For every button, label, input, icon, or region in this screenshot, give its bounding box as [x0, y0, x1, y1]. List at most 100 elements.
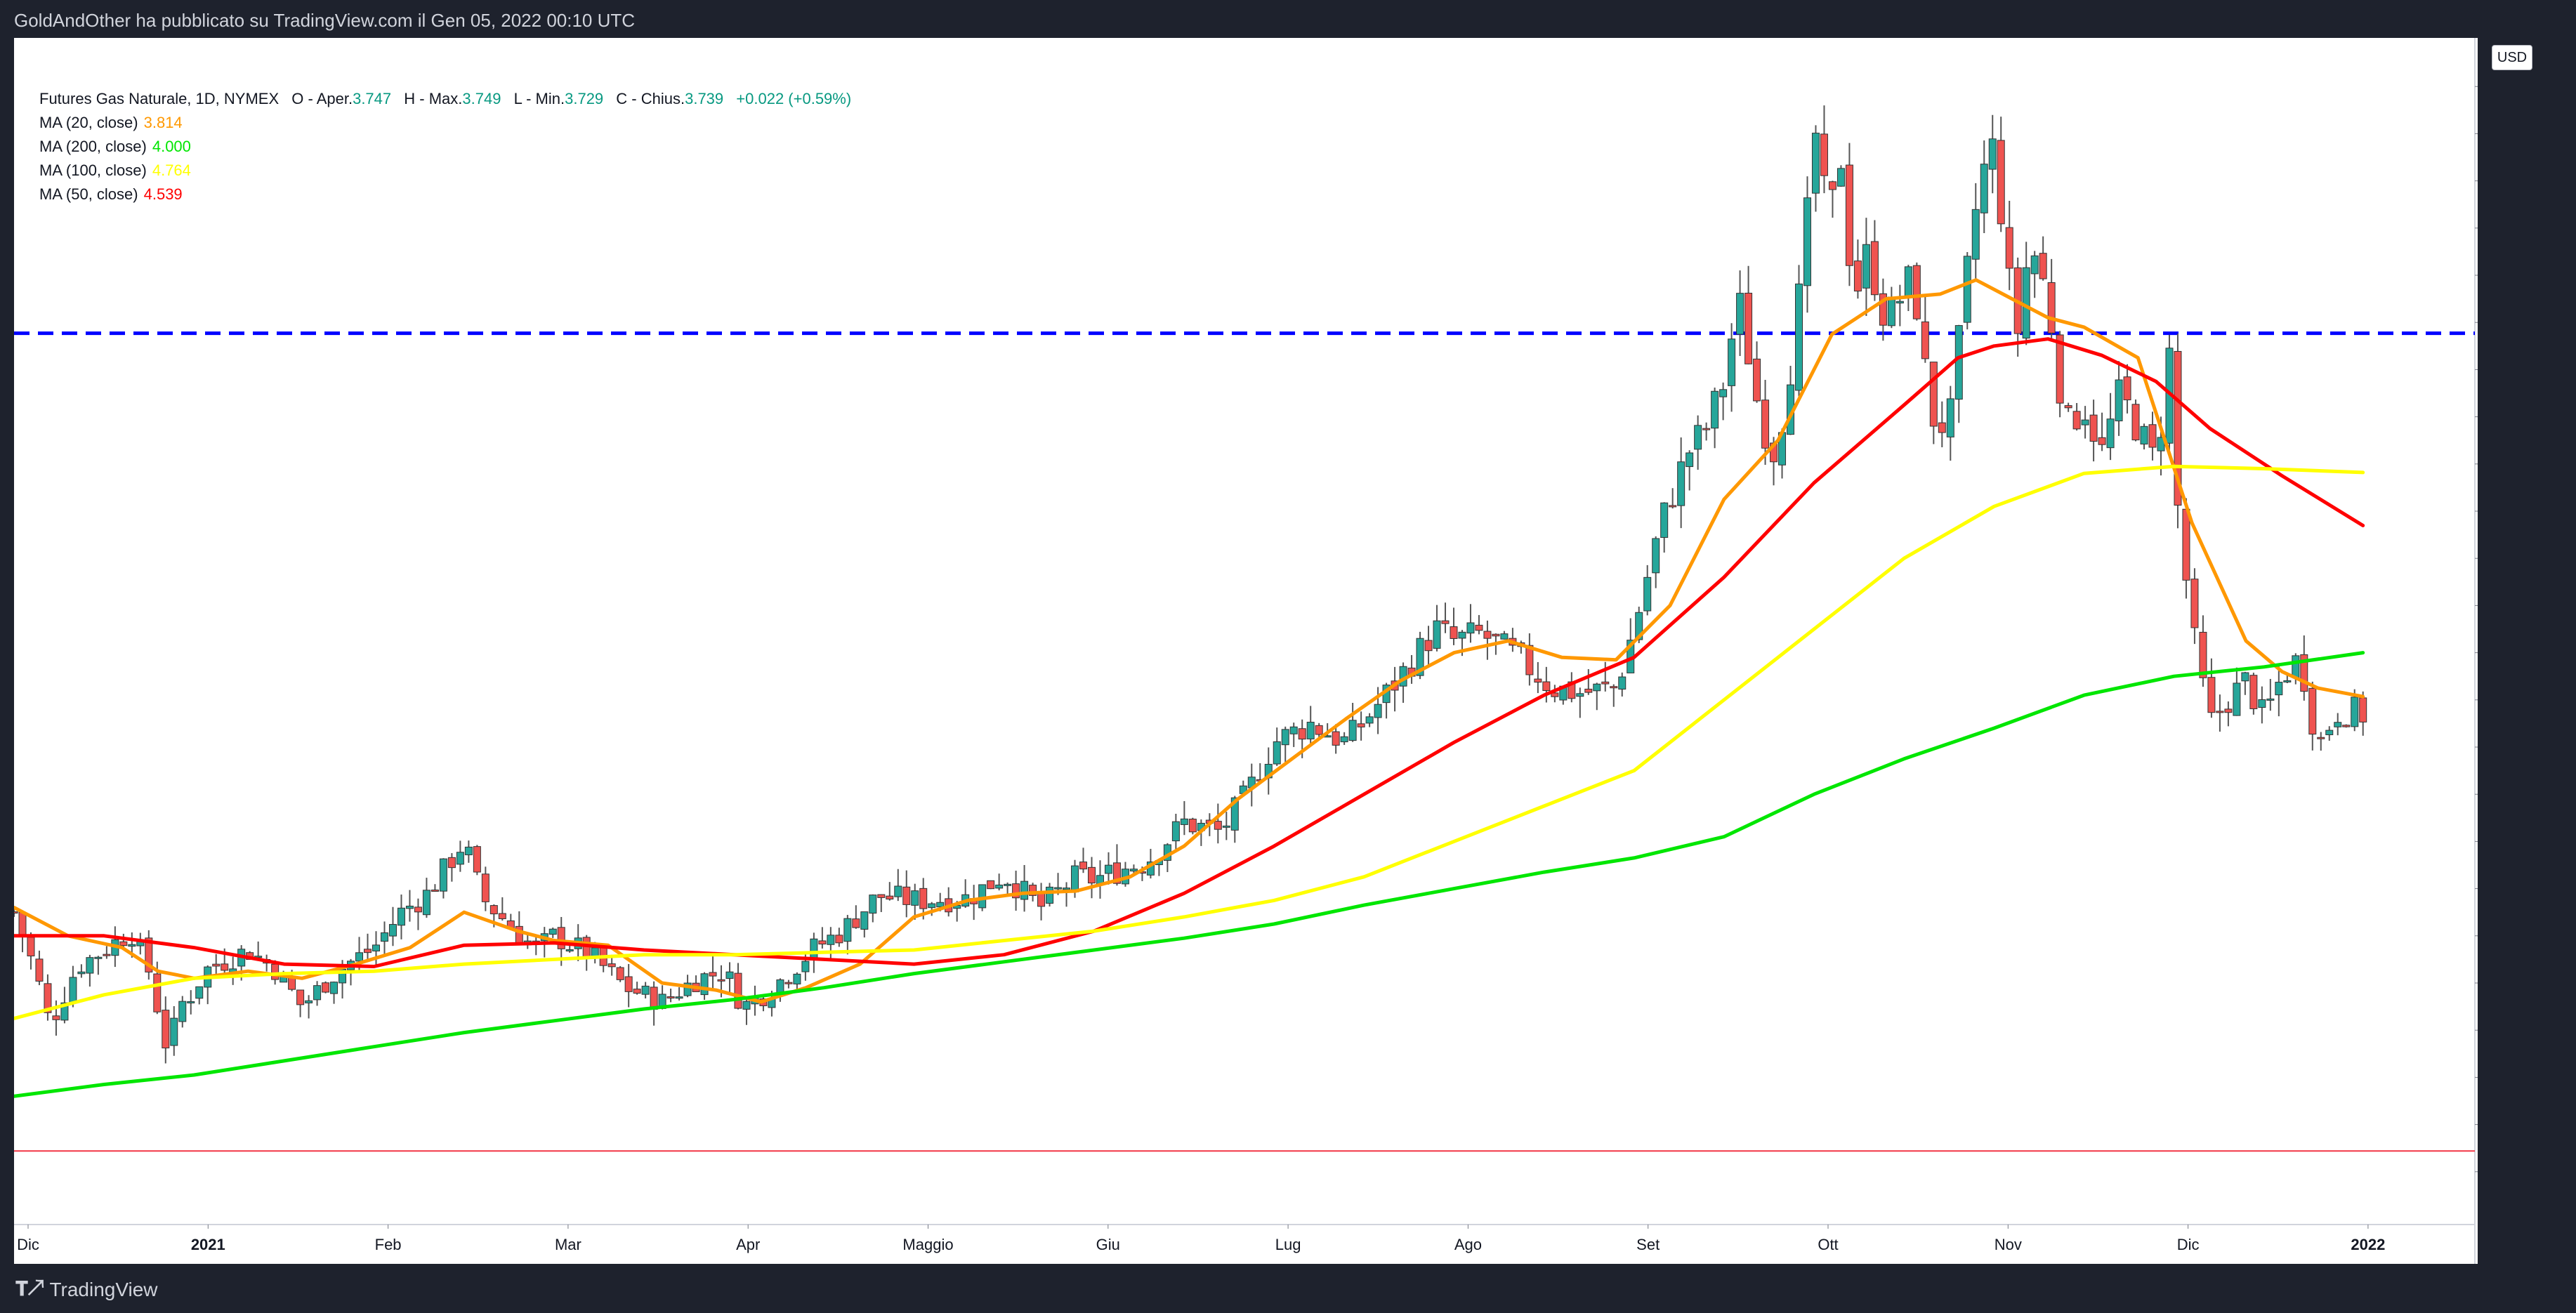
candle-down: [616, 967, 624, 980]
ma200-label: MA (200, close): [39, 138, 147, 155]
candle-down: [784, 982, 793, 984]
candle-down: [818, 940, 827, 945]
candle-down: [1357, 723, 1365, 727]
candle-down: [1853, 260, 1862, 292]
open-value: 3.747: [353, 90, 392, 107]
candle-up: [928, 903, 936, 909]
candle-down: [145, 937, 153, 972]
candle-up: [1281, 729, 1289, 746]
candle-down: [44, 983, 52, 1013]
close-label: C - Chius.: [616, 90, 685, 107]
ma200-value: 4.000: [152, 138, 191, 155]
candle-up: [1803, 197, 1811, 286]
candle-down: [1870, 241, 1879, 296]
candle-down: [1188, 819, 1197, 833]
candle-up: [2233, 682, 2241, 716]
ma50-value: 4.539: [143, 185, 183, 203]
tradingview-logo: 𝐓↗ TradingView: [15, 1278, 158, 1301]
candle-down: [1424, 640, 1433, 652]
price-chart[interactable]: 1.8002.0002.2002.4002.6002.8003.0003.200…: [14, 38, 2478, 1264]
ma200-line: [14, 651, 2365, 1098]
candle-up: [1458, 631, 1466, 639]
candle-up: [128, 944, 136, 947]
candle-up: [1071, 865, 1079, 892]
candle-up: [1677, 461, 1685, 506]
candle-up: [439, 858, 447, 892]
candle-up: [397, 907, 405, 926]
candle-up: [1971, 209, 1980, 260]
candle-up: [936, 902, 945, 908]
candle-up: [2115, 379, 2123, 421]
candle-up: [60, 1002, 69, 1021]
candle-up: [2140, 425, 2148, 444]
candle-up: [995, 884, 1004, 889]
open-label: O - Aper.: [291, 90, 353, 107]
candle-up: [1694, 425, 1702, 450]
candle-up: [456, 852, 464, 865]
candle-up: [675, 996, 683, 999]
candle-down: [1087, 866, 1096, 884]
candle-up: [1946, 398, 1954, 437]
candle-up: [978, 884, 987, 909]
candle-down: [481, 873, 489, 902]
candle-down: [582, 937, 591, 959]
candle-down: [734, 972, 742, 1009]
candle-up: [1104, 864, 1112, 874]
currency-button[interactable]: USD: [2492, 45, 2532, 70]
candle-down: [1079, 862, 1088, 870]
candle-down: [271, 963, 280, 980]
candle-down: [2224, 708, 2233, 713]
candle-down: [431, 890, 439, 892]
candle-down: [18, 911, 27, 937]
candle-up: [548, 928, 557, 935]
candle-up: [1576, 693, 1584, 697]
candle-down: [1753, 358, 1761, 402]
candle-down: [1828, 181, 1836, 190]
candle-down: [1525, 645, 1534, 675]
candle-up: [355, 952, 364, 962]
x-tick-label: Lug: [1275, 1236, 1301, 1253]
candle-down: [557, 927, 565, 949]
ma20-line: [14, 278, 2365, 1004]
candle-up: [380, 932, 388, 942]
candle-down: [1820, 133, 1828, 176]
candle-up: [422, 890, 431, 916]
candle-down: [2216, 711, 2224, 713]
candle-down: [1037, 893, 1046, 907]
publication-header: GoldAndOther ha pubblicato su TradingVie…: [0, 0, 2576, 38]
x-tick-label: Ago: [1454, 1236, 1482, 1253]
change-value: +0.022 (+0.59%): [736, 90, 852, 107]
candle-down: [489, 905, 498, 915]
ma50-line: [14, 337, 2365, 968]
candle-up: [372, 944, 380, 951]
candle-down: [1921, 321, 1929, 359]
chart-panel[interactable]: 1.8002.0002.2002.4002.6002.8003.0003.200…: [14, 38, 2478, 1264]
candle-down: [322, 982, 330, 993]
candle-up: [330, 982, 339, 994]
candle-up: [86, 957, 94, 974]
tradingview-icon: 𝐓↗: [15, 1278, 44, 1300]
candle-down: [1534, 678, 1542, 683]
candle-up: [2275, 682, 2283, 696]
candle-down: [35, 958, 44, 982]
candle-down: [2317, 737, 2325, 739]
candle-down: [1542, 681, 1551, 691]
x-tick-label: Apr: [736, 1236, 760, 1253]
candle-up: [565, 949, 574, 952]
candle-down: [1332, 731, 1340, 746]
candle-up: [1736, 293, 1744, 335]
candle-up: [1836, 168, 1845, 187]
candle-down: [1112, 862, 1121, 884]
candle-up: [700, 973, 709, 996]
candle-down: [414, 906, 422, 913]
candle-down: [1584, 688, 1593, 693]
candle-up: [2030, 255, 2039, 275]
candle-down: [212, 963, 221, 967]
candle-up: [94, 956, 103, 959]
ma100-legend: MA (100, close) 4.764: [39, 159, 851, 183]
candle-up: [1273, 741, 1281, 765]
candle-down: [877, 894, 886, 898]
candle-up: [1171, 821, 1180, 842]
candle-up: [2283, 680, 2292, 682]
x-tick-label: Mar: [555, 1236, 581, 1253]
